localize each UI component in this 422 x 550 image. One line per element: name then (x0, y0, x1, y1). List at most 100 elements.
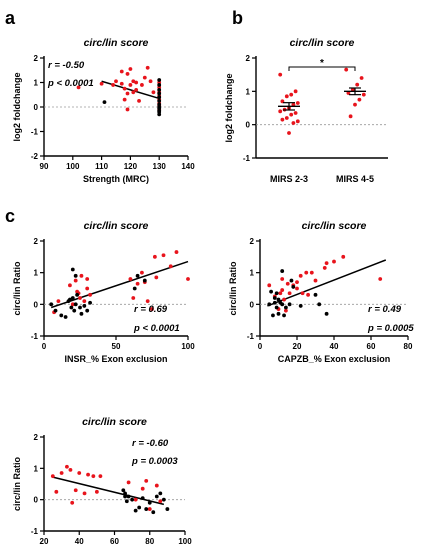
data-point (357, 97, 362, 102)
data-point (287, 131, 291, 135)
red-data-point (131, 296, 136, 300)
black-data-point (126, 494, 131, 499)
regression-line (267, 259, 387, 307)
black-data-point (272, 300, 277, 305)
red-data-point (140, 270, 144, 275)
black-data-point (69, 305, 74, 310)
black-data-point (157, 112, 162, 117)
black-data-point (68, 297, 72, 302)
red-data-point (150, 307, 154, 311)
correlation-r: r = 0.69 (134, 304, 168, 315)
black-data-point (313, 292, 318, 297)
red-data-point (122, 97, 127, 102)
red-data-point (125, 72, 130, 76)
red-data-point (280, 277, 285, 281)
red-data-point (295, 286, 299, 291)
y-tick-label: 2 (246, 54, 251, 63)
black-data-point (49, 302, 54, 307)
black-data-point (157, 98, 162, 103)
black-data-point (291, 285, 296, 289)
red-data-point (282, 297, 286, 302)
y-tick-label: 1 (34, 79, 39, 88)
red-data-point (300, 291, 305, 296)
red-data-point (280, 288, 285, 292)
black-data-point (78, 305, 82, 310)
chart-title: circ/lin score (82, 416, 147, 428)
black-data-point (157, 91, 162, 96)
black-data-point (73, 302, 78, 307)
red-data-point (82, 299, 87, 304)
x-tick-label: 120 (124, 162, 138, 171)
y-tick-label: 2 (250, 237, 255, 246)
x-axis-label: CAPZB_% Exon exclusion (278, 354, 391, 364)
black-data-point (144, 507, 149, 511)
x-tick-label: 130 (153, 162, 167, 171)
correlation-r: r = -0.60 (132, 438, 169, 449)
y-tick-label: 0 (246, 121, 251, 130)
panel-label-c: c (5, 206, 15, 226)
data-point (344, 67, 349, 72)
red-data-point (287, 291, 292, 296)
red-data-point (128, 67, 133, 71)
red-data-point (134, 80, 139, 85)
red-data-point (59, 471, 64, 475)
y-axis-label: circ/lin Ratio (12, 456, 22, 511)
significance-star: * (320, 58, 324, 69)
red-data-point (134, 87, 139, 92)
x-tick-label: 80 (145, 537, 154, 546)
chart-title: circ/lin score (84, 37, 149, 49)
black-data-point (276, 297, 281, 302)
red-data-point (94, 489, 99, 494)
black-data-point (282, 313, 286, 318)
data-point (289, 92, 294, 97)
red-data-point (140, 83, 144, 87)
red-data-point (88, 292, 92, 297)
red-data-point (119, 69, 124, 74)
x-axis-label: Strength (MRC) (83, 174, 149, 184)
data-point (291, 102, 296, 107)
black-data-point (157, 83, 162, 87)
black-data-point (88, 300, 92, 305)
red-data-point (128, 277, 133, 281)
black-data-point (280, 269, 285, 273)
red-data-point (151, 90, 156, 95)
black-data-point (284, 305, 288, 310)
red-data-point (125, 107, 130, 112)
black-data-point (59, 313, 64, 318)
data-point (284, 116, 289, 120)
black-data-point (287, 302, 292, 307)
black-data-point (151, 510, 156, 515)
red-data-point (378, 277, 383, 281)
red-data-point (278, 291, 283, 296)
x-axis-label: INSR_% Exon exclusion (64, 354, 167, 364)
black-data-point (79, 311, 84, 316)
y-axis-label: log2 foldchange (12, 72, 22, 141)
red-data-point (158, 499, 163, 504)
data-point (359, 76, 364, 80)
red-data-point (147, 507, 152, 511)
black-data-point (271, 313, 275, 318)
black-data-point (124, 499, 129, 504)
black-data-point (269, 289, 273, 294)
red-data-point (322, 266, 327, 270)
black-data-point (157, 78, 162, 82)
red-data-point (76, 85, 81, 90)
red-data-point (145, 299, 150, 304)
black-data-point (102, 100, 107, 104)
x-tick-label: 60 (110, 537, 119, 546)
data-point (278, 109, 283, 114)
red-data-point (174, 250, 179, 254)
black-data-point (157, 87, 162, 92)
chart-title: circ/lin score (290, 37, 355, 49)
black-data-point (130, 497, 135, 502)
red-data-point (168, 264, 173, 269)
y-tick-label: 1 (34, 464, 39, 473)
y-tick-label: -1 (243, 154, 251, 163)
red-data-point (161, 253, 166, 258)
y-tick-label: -1 (31, 332, 39, 341)
x-tick-label: 50 (112, 342, 121, 351)
y-tick-label: 1 (246, 87, 251, 96)
black-data-point (123, 494, 127, 499)
